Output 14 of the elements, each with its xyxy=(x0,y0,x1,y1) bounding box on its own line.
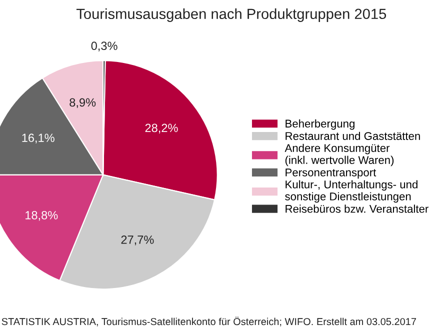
data-label: 8,9% xyxy=(70,98,96,108)
data-label: 27,7% xyxy=(121,236,154,246)
data-label: 16,1% xyxy=(22,134,54,144)
data-label: 0,3% xyxy=(91,42,118,52)
legend-label: Personentransport xyxy=(286,168,376,179)
data-label: 18,8% xyxy=(26,211,58,221)
legend-label: Beherbergung xyxy=(286,119,354,130)
data-label: 28,2% xyxy=(145,124,178,134)
legend-label: Andere Konsumgüter (inkl. wertvolle Waren) xyxy=(284,144,394,166)
legend-label: Kultur-, Unterhaltungs- und sonstige Dienstleistungen xyxy=(285,180,418,203)
text: STATISTIK AUSTRIA, Tourismus-Satellitenkonto für Österreich; WIFO. Erstellt am 03.05.2017 xyxy=(2,316,416,326)
legend-label: Restaurant und Gaststätten xyxy=(286,132,420,140)
chart-title: Tourismusausgaben nach Produktgruppen 2015 xyxy=(76,8,386,22)
legend-label: Reisebüros bzw. Veranstalter xyxy=(286,204,428,213)
